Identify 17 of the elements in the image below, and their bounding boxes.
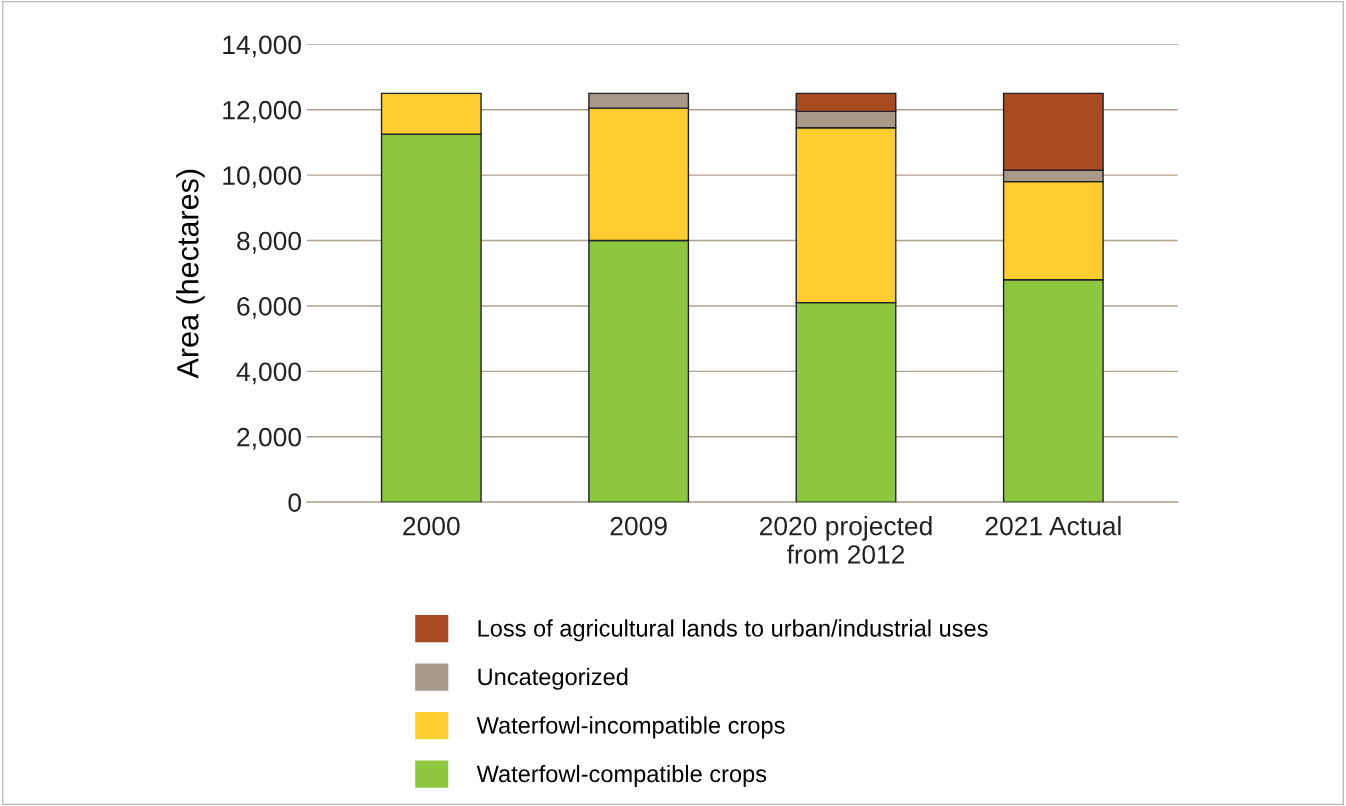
y-axis-title: Area (hectares) — [176, 169, 205, 379]
y-tick-label: 10,000 — [223, 166, 301, 189]
legend-label: Loss of agricultural lands to urban/industrial uses — [478, 619, 988, 642]
y-tick-label: 0 — [288, 493, 301, 512]
x-tick-label: 2020 projected from 2012 — [760, 516, 932, 564]
legend-label: Waterfowl-incompatible crops — [476, 716, 785, 739]
legend-label: Uncategorized — [478, 667, 628, 690]
x-tick-label: 2009 — [610, 516, 667, 536]
y-tick-label: 8,000 — [237, 231, 301, 254]
x-tick-label: 2021 Actual — [985, 516, 1121, 536]
y-tick-label: 12,000 — [223, 100, 301, 123]
y-tick-label: 6,000 — [237, 297, 301, 319]
x-tick-label: 2000 — [403, 516, 460, 536]
y-tick-label: 14,000 — [223, 35, 301, 58]
y-tick-label: 2,000 — [237, 427, 301, 450]
legend-label: Waterfowl-compatible crops — [476, 764, 767, 787]
y-tick-label: 4,000 — [236, 362, 301, 385]
